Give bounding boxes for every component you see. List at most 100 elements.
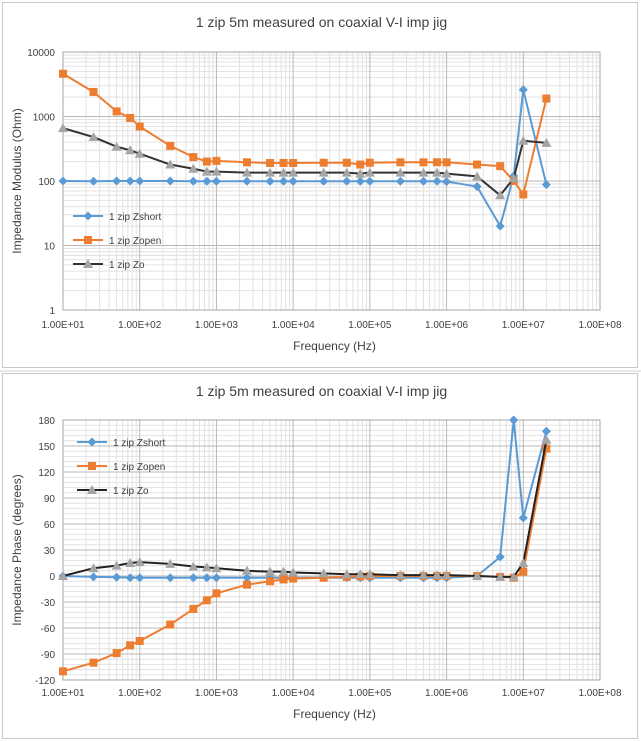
data-point-diamond [165,573,175,583]
data-point-triangle [355,569,366,579]
data-point-triangle [125,558,136,567]
data-point-square [419,158,428,167]
chart-panel-phase[interactable]: 1 zip 5m measured on coaxial V-I imp jig… [2,373,638,739]
data-point-diamond [472,182,482,192]
x-tick-label: 1.00E+01 [41,688,85,699]
x-tick-label: 1.00E+08 [578,320,622,331]
x-tick-label: 1.00E+05 [348,688,392,699]
data-point-square [126,641,135,650]
data-point-triangle [441,570,452,580]
y-tick-label: 100 [38,177,55,188]
data-point-diamond [135,176,145,186]
data-point-square [126,113,135,122]
data-point-diamond [355,176,365,186]
data-point-square [189,604,198,613]
data-point-diamond [211,176,221,186]
data-point-square [112,649,121,658]
series-diamond [58,85,551,231]
legend-label: 1 zip Zshort [113,438,165,449]
data-point-triangle [518,135,529,145]
plot-area-border [62,419,601,681]
data-point-diamond [495,221,505,231]
legend-entry: 1 zip Zo [73,259,145,271]
series-line [62,439,548,578]
data-point-triangle [111,560,122,570]
y-tick-label: 30 [44,546,56,557]
chart-panel-modulus[interactable]: 1 zip 5m measured on coaxial V-I imp jig… [2,2,638,368]
data-point-diamond [202,176,212,186]
y-axis-label: Impedance Modulus (Ohm) [10,108,24,253]
data-point-diamond [541,180,551,190]
data-point-diamond [87,437,97,447]
x-axis-label: Frequency (Hz) [293,339,376,353]
data-point-diamond [83,211,93,221]
series-line [62,72,548,196]
data-point-triangle [341,569,352,579]
data-point-triangle [88,563,99,573]
x-tick-label: 1.00E+03 [195,320,239,331]
data-point-triangle [364,167,375,177]
data-point-square [519,567,528,576]
data-point-triangle [431,167,442,177]
data-point-triangle [265,167,276,177]
data-point-square [166,620,175,629]
data-point-triangle [87,485,97,494]
data-point-triangle [495,190,506,200]
data-point-diamond [112,176,122,186]
data-point-square [319,573,328,582]
data-point-triangle [441,168,452,178]
data-point-triangle [288,567,299,577]
data-point-triangle [58,571,68,580]
data-point-square [242,580,251,589]
data-point-square [212,589,221,598]
data-point-square [442,158,451,167]
legend-entry: 1 zip Zopen [77,462,165,473]
data-point-diamond [442,177,452,187]
data-point-square [519,190,528,199]
data-point-diamond [211,573,221,583]
data-point-diamond [541,426,551,436]
x-tick-label: 1.00E+07 [502,688,546,699]
data-point-triangle [165,558,176,568]
data-point-diamond [319,176,329,186]
y-tick-label: 90 [44,494,56,505]
data-point-diamond [395,176,405,186]
data-point-square [319,158,328,167]
data-point-square [166,141,175,150]
gridlines [62,419,601,681]
x-tick-label: 1.00E+02 [118,688,162,699]
data-point-triangle [278,566,289,576]
data-point-square [342,158,351,167]
data-point-diamond [125,573,135,583]
data-point-square [84,236,92,244]
data-point-triangle [201,562,212,572]
chart-title: 1 zip 5m measured on coaxial V-I imp jig [196,383,447,399]
data-point-square [135,122,144,131]
data-point-triangle [364,569,375,579]
data-point-diamond [125,176,135,186]
x-tick-label: 1.00E+01 [41,320,85,331]
data-point-triangle [541,137,552,147]
data-point-square [542,444,551,453]
legend-entry: 1 zip Zo [77,485,149,497]
data-point-diamond [432,176,442,186]
data-point-triangle [341,167,352,177]
chart-title: 1 zip 5m measured on coaxial V-I imp jig [196,14,447,30]
series-triangle [58,434,552,581]
data-point-triangle [508,571,519,581]
y-tick-label: -120 [35,676,55,687]
data-point-triangle [495,571,506,581]
y-tick-label: 10 [44,242,56,253]
data-point-square [89,87,98,96]
data-point-triangle [111,141,122,151]
x-tick-label: 1.00E+07 [502,320,546,331]
series-triangle [58,123,552,200]
data-point-triangle [472,171,483,181]
data-point-square [396,158,405,167]
data-point-square [289,159,298,168]
data-point-diamond [135,573,145,583]
x-tick-label: 1.00E+06 [425,320,469,331]
data-point-triangle [201,166,212,176]
legend-entry: 1 zip Zopen [73,236,161,247]
y-tick-label: 1 [49,306,55,317]
